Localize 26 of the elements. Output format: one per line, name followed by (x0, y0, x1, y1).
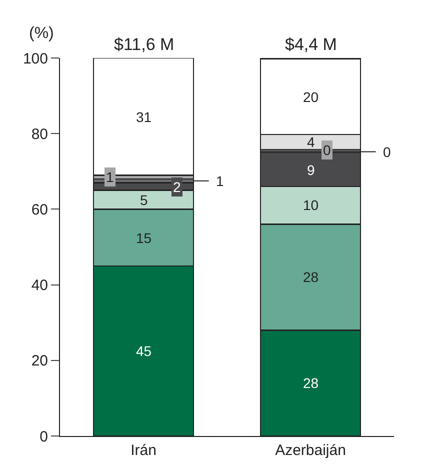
data-label: 0 (323, 142, 331, 158)
data-label: 10 (303, 197, 319, 213)
y-tick-label: 80 (31, 126, 48, 143)
y-axis-title: (%) (29, 25, 54, 42)
data-label: 45 (136, 343, 152, 359)
data-label: 28 (303, 375, 319, 391)
y-tick-label: 0 (40, 428, 48, 446)
data-label: 0 (383, 144, 391, 160)
data-label: 1 (106, 169, 114, 185)
y-tick-label: 100 (22, 50, 48, 68)
data-label: 5 (140, 192, 148, 208)
data-label: 15 (136, 230, 152, 246)
data-label: 1 (216, 173, 224, 189)
text: $11,6 M (114, 35, 174, 54)
data-label: 28 (303, 269, 319, 285)
data-label: 31 (136, 109, 152, 125)
data-label: 2 (173, 179, 181, 195)
text: $4,4 M (285, 35, 337, 54)
data-label: 9 (307, 162, 315, 178)
x-tick-label: Azerbaiján (275, 442, 346, 459)
y-tick-label: 20 (31, 352, 48, 370)
y-tick-label: 40 (31, 277, 48, 294)
x-tick-label: Irán (130, 442, 156, 459)
data-label: 20 (303, 89, 319, 105)
y-tick-label: 60 (31, 201, 48, 218)
data-label: 4 (307, 134, 315, 150)
